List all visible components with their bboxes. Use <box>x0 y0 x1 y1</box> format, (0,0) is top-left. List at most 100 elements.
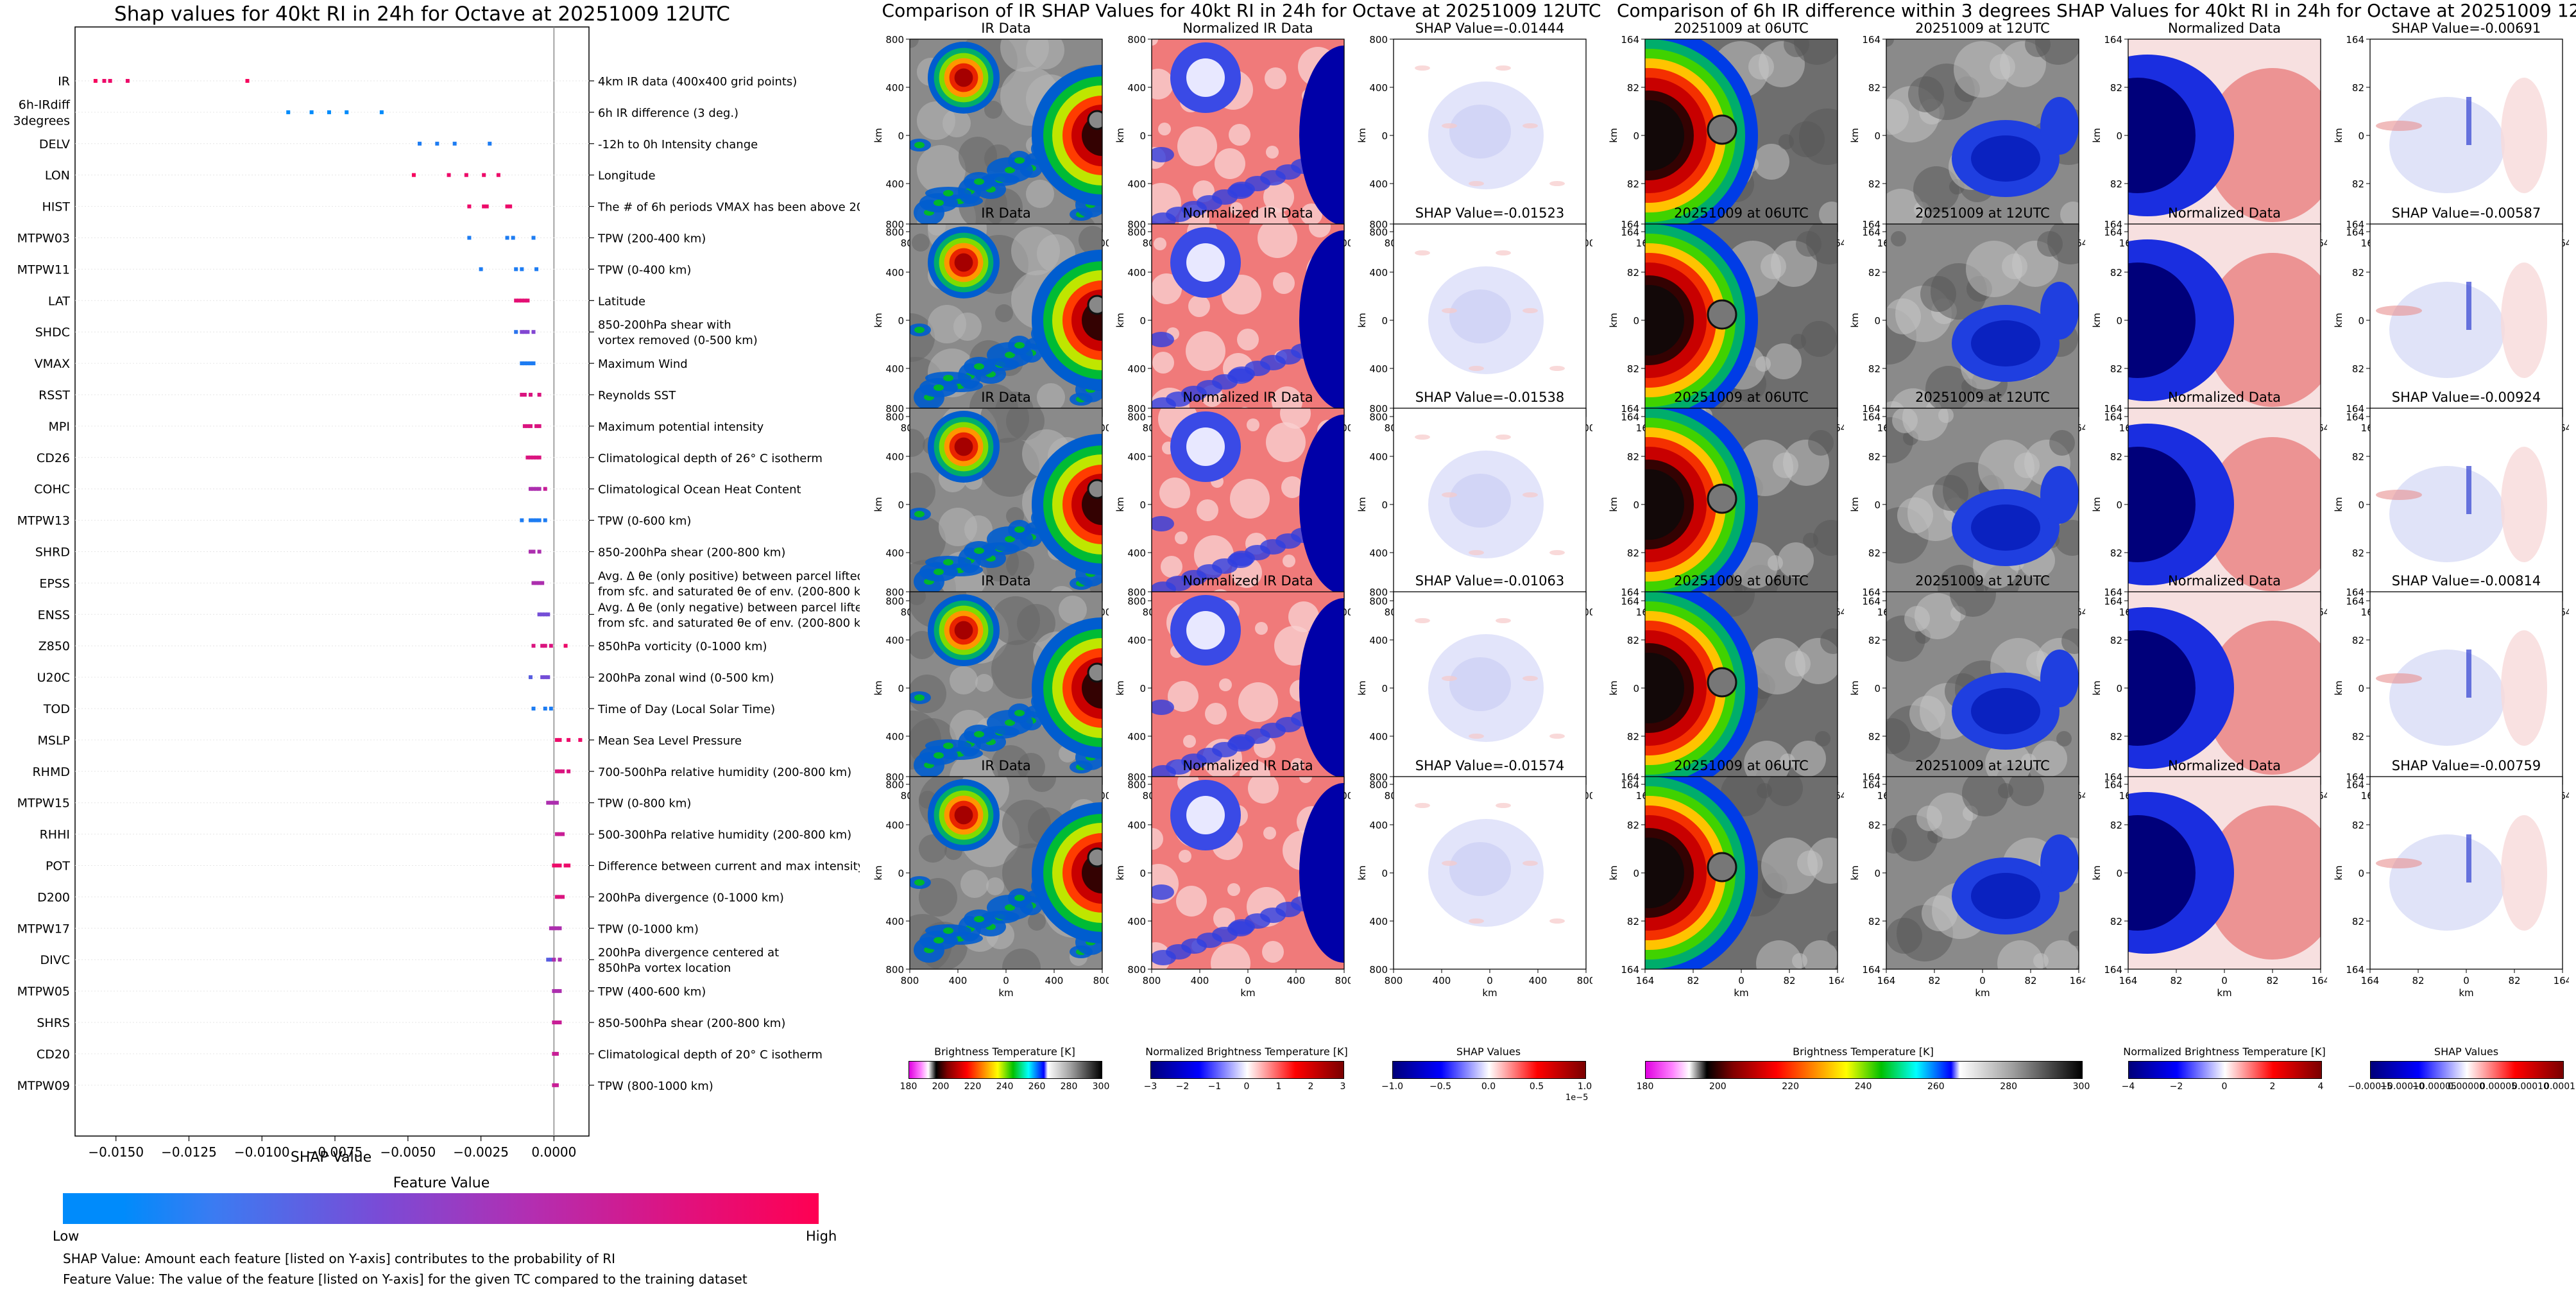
shap-point <box>528 424 533 428</box>
y-tick-label: 82 <box>1868 178 1881 190</box>
feature-description-label: Maximum Wind <box>598 357 688 371</box>
feature-description-label: from sfc. and saturated θe of env. (200-… <box>598 585 860 598</box>
shap-point <box>528 361 533 366</box>
shap-point <box>534 487 539 491</box>
x-tick-label: 800 <box>1577 975 1592 986</box>
shap-point <box>554 895 559 899</box>
convective-cell <box>914 142 925 148</box>
cold-cloud-patch <box>1971 504 2040 551</box>
shap-point <box>452 141 457 146</box>
y-tick-label: 82 <box>2352 178 2364 190</box>
y-tick-label: 82 <box>1627 731 1639 743</box>
y-tick-label: 400 <box>885 916 904 927</box>
shap-point <box>505 236 509 240</box>
x-tick-label: 164 <box>2312 975 2327 986</box>
cloud-texture <box>1778 542 1814 578</box>
shap-point <box>525 361 530 366</box>
colorbar-tick-label: 0.00015 <box>2544 1081 2576 1092</box>
colorbar-tick-label: −0.5 <box>1429 1081 1451 1092</box>
panel-title: Normalized Data <box>2168 205 2281 221</box>
cloud-texture <box>1985 741 2031 784</box>
cloud-texture <box>910 39 919 48</box>
panel-title: Normalized IR Data <box>1182 758 1313 773</box>
y-tick-label: 0 <box>898 499 904 511</box>
shap-point <box>554 1021 559 1024</box>
cloud-texture <box>1803 533 1818 548</box>
y-tick-label: 800 <box>1127 964 1146 976</box>
shap-negative-area <box>2389 834 2505 931</box>
panel-title: SHAP Value=-0.00814 <box>2392 573 2541 589</box>
cloud-texture <box>1749 638 1805 694</box>
y-tick-label: 164 <box>2104 219 2122 230</box>
shap-point <box>554 863 559 868</box>
panel-title: IR Data <box>981 205 1031 221</box>
panel-title: SHAP Value=-0.01538 <box>1415 390 1565 405</box>
x-tick-label: 0 <box>1245 975 1251 986</box>
cloud-texture <box>1280 408 1311 429</box>
convective-cell <box>1014 710 1025 716</box>
y-tick-label: 82 <box>1627 916 1639 927</box>
y-tick-label: 82 <box>1627 363 1639 375</box>
y-axis-label: km <box>873 313 884 327</box>
shap-point <box>546 800 550 805</box>
cloud-texture <box>1908 76 1944 112</box>
y-tick-label: 82 <box>1627 820 1639 831</box>
cloud-texture <box>959 137 997 175</box>
y-axis-label: km <box>1608 497 1619 512</box>
feature-name-label: 6h-IRdiff <box>19 98 71 112</box>
colorbar-tick-label: −1.0 <box>1381 1081 1403 1092</box>
y-tick-label: 0 <box>1139 868 1146 879</box>
shap-point <box>546 958 550 962</box>
shap-point <box>543 612 547 617</box>
shap-point <box>435 141 439 146</box>
y-tick-label: 800 <box>1369 34 1388 46</box>
y-tick-label: 0 <box>2358 315 2364 327</box>
feature-description-label: TPW (200-400 km) <box>597 232 706 246</box>
shap-positive-area <box>2501 263 2547 378</box>
feature-description-label: 850-200hPa shear with <box>598 318 731 332</box>
cloud-texture <box>1892 408 1918 433</box>
y-tick-label: 800 <box>1127 411 1146 423</box>
shap-point <box>554 1051 559 1056</box>
cloud-texture <box>1263 827 1276 840</box>
image-panel: Normalized Data1648208216416482082164kmk… <box>2090 386 2330 630</box>
y-axis-label: km <box>2333 128 2344 142</box>
y-tick-label: 0 <box>1874 315 1881 327</box>
feature-description-label: Time of Day (Local Solar Time) <box>597 703 775 716</box>
image-panel: SHAP Value=-0.00759 164 82 0 82 164 164 82 0 82 16… <box>2332 755 2572 999</box>
x-tick-label: −0.0050 <box>380 1144 436 1160</box>
cloud-texture <box>1037 383 1065 411</box>
y-tick-label: 0 <box>1381 315 1388 327</box>
shap-point <box>379 110 384 114</box>
convective-cell <box>974 547 984 554</box>
feature-name-label: D200 <box>37 890 70 904</box>
y-tick-label: 0 <box>1139 130 1146 142</box>
y-axis-label: km <box>1114 680 1126 695</box>
y-tick-label: 82 <box>2110 635 2122 646</box>
shap-point <box>558 989 562 994</box>
shap-point <box>537 612 542 617</box>
panel-title: 20251009 at 06UTC <box>1674 205 1809 221</box>
y-tick-label: 400 <box>1369 731 1388 743</box>
shap-point <box>505 204 509 209</box>
y-tick-label: 0 <box>898 315 904 327</box>
colorbar-tick-label: 3 <box>1340 1081 1346 1092</box>
cold-cloud-patch <box>1229 734 1255 750</box>
x-tick-label: 0 <box>1738 975 1744 986</box>
shap-point <box>525 424 530 428</box>
storm-eye <box>1087 110 1102 130</box>
storm-eye <box>1707 483 1737 514</box>
colorbar-tick-label: 0.5 <box>1529 1081 1544 1092</box>
feature-description-label: TPW (0-600 km) <box>597 515 691 528</box>
image-panel: 20251009 at 12UTC1648208216416482082164k… <box>1848 386 2088 630</box>
feature-description-label: 200hPa divergence centered at <box>598 946 779 960</box>
x-tick-label: 82 <box>2170 975 2182 986</box>
shap-point <box>531 707 536 711</box>
feature-description-label: Climatological depth of 26° C isotherm <box>598 452 823 465</box>
y-tick-label: 800 <box>1369 587 1388 598</box>
y-tick-label: 0 <box>898 868 904 879</box>
image-panel: Normalized IR Data8004000400800800400040… <box>1113 570 1353 814</box>
x-tick-label: 164 <box>2070 975 2085 986</box>
